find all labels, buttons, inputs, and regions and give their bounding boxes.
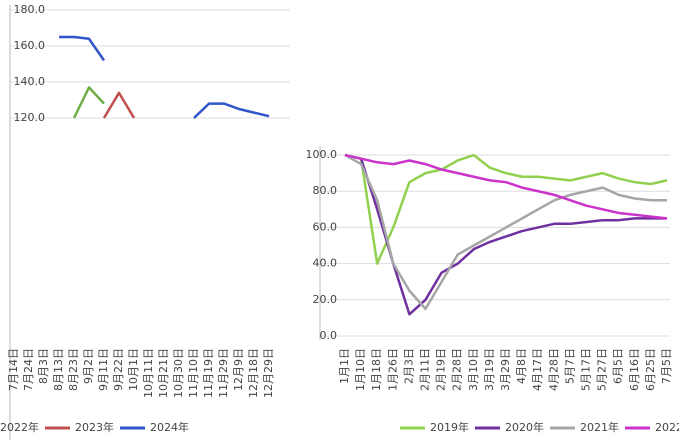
x-tick-label: 10月21日 xyxy=(157,348,170,398)
series-line xyxy=(344,153,667,311)
x-tick-label: 10月1日 xyxy=(127,348,140,391)
legend-label: 2024年 xyxy=(150,420,189,434)
x-tick-label: 4月28日 xyxy=(547,348,560,391)
x-tick-label: 3月29日 xyxy=(499,348,512,391)
x-tick-label: 1月18日 xyxy=(370,348,383,391)
legend-label: 2022年 xyxy=(655,420,679,434)
series-line xyxy=(344,153,668,265)
y-tick-label: 80.0 xyxy=(313,184,338,197)
x-tick-label: 1月26日 xyxy=(386,348,399,391)
series-line xyxy=(72,86,105,119)
x-tick-label: 5月7日 xyxy=(563,348,576,384)
legend-label: 2019年 xyxy=(430,420,469,434)
legend-label: 2022年 xyxy=(0,420,39,434)
x-tick-label: 9月22日 xyxy=(112,348,125,391)
x-tick-label: 2月11日 xyxy=(419,348,432,391)
legend-label: 2020年 xyxy=(505,420,544,434)
x-tick-label: 3月19日 xyxy=(483,348,496,391)
y-tick-label: 0.0 xyxy=(320,329,338,342)
x-tick-label: 11月10日 xyxy=(187,348,200,398)
x-tick-label: 2月19日 xyxy=(435,348,448,391)
x-tick-label: 7月5日 xyxy=(660,348,673,384)
x-tick-label: 4月17日 xyxy=(531,348,544,391)
x-tick-label: 10月30日 xyxy=(172,348,185,398)
x-tick-label: 9月11日 xyxy=(97,348,110,391)
x-tick-label: 9月2日 xyxy=(82,348,95,384)
x-tick-label: 5月27日 xyxy=(596,348,609,391)
x-tick-label: 1月1日 xyxy=(338,348,351,384)
x-tick-label: 11月19日 xyxy=(202,348,215,398)
y-tick-label: 180.0 xyxy=(14,3,46,16)
x-tick-label: 4月8日 xyxy=(515,348,528,384)
series-line xyxy=(344,153,667,316)
legend-label: 2023年 xyxy=(75,420,114,434)
series-line xyxy=(344,153,668,220)
y-tick-label: 20.0 xyxy=(313,293,338,306)
x-tick-label: 12月18日 xyxy=(247,348,260,398)
y-tick-label: 120.0 xyxy=(14,111,46,124)
series-line xyxy=(102,91,136,119)
y-tick-label: 100.0 xyxy=(306,148,338,161)
x-tick-label: 12月29日 xyxy=(262,348,275,398)
x-tick-label: 11月29日 xyxy=(217,348,230,398)
x-tick-label: 1月10日 xyxy=(354,348,367,391)
x-tick-label: 6月5日 xyxy=(612,348,625,384)
y-tick-label: 160.0 xyxy=(14,39,46,52)
x-tick-label: 5月17日 xyxy=(580,348,593,391)
x-tick-label: 2月3日 xyxy=(402,348,415,384)
x-tick-label: 2月28日 xyxy=(451,348,464,391)
legend-label: 2021年 xyxy=(580,420,619,434)
y-tick-label: 140.0 xyxy=(14,75,46,88)
x-tick-label: 3月10日 xyxy=(467,348,480,391)
y-tick-label: 40.0 xyxy=(313,257,338,270)
x-tick-label: 6月16日 xyxy=(628,348,641,391)
series-line xyxy=(59,35,270,119)
x-tick-label: 6月25日 xyxy=(644,348,657,391)
x-tick-label: 7月24日 xyxy=(22,348,35,391)
x-tick-label: 8月3日 xyxy=(37,348,50,384)
y-tick-label: 60.0 xyxy=(313,220,338,233)
x-tick-label: 10月11日 xyxy=(142,348,155,398)
x-tick-label: 7月14日 xyxy=(7,348,20,391)
x-tick-label: 8月23日 xyxy=(67,348,80,391)
x-tick-label: 8月13日 xyxy=(52,348,65,391)
x-tick-label: 12月9日 xyxy=(232,348,245,391)
